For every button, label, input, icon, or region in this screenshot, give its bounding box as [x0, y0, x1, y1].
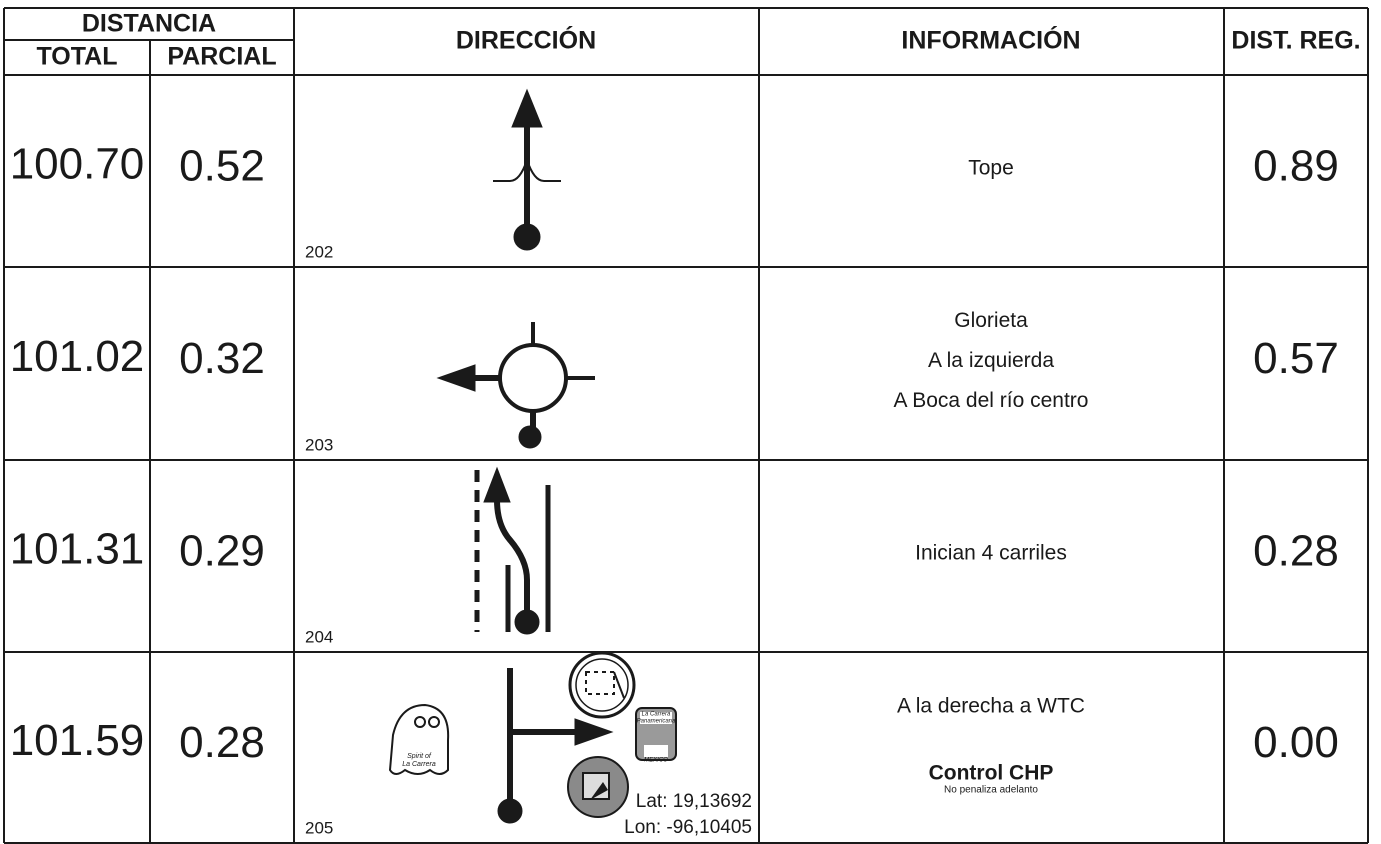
- total: 101.59: [10, 716, 145, 765]
- step-number: 203: [305, 435, 333, 454]
- logo-spirit-path: [388, 703, 450, 775]
- logo-text: MEXICO: [644, 758, 668, 764]
- latitude: Lat: 19,13692: [636, 791, 752, 812]
- icon-glorieta-circle: [518, 425, 542, 449]
- icon-tope: [493, 88, 561, 251]
- icon-glorieta: [436, 322, 595, 449]
- info-line: Inician 4 carriles: [915, 542, 1067, 565]
- logo-text: La Carrera: [642, 712, 671, 718]
- logo-checkered: [568, 651, 636, 719]
- icon-tope-polygon: [511, 88, 543, 128]
- control-note: No penaliza adelanto: [944, 785, 1038, 796]
- icon-derecha-circle: [497, 798, 523, 824]
- icon-tope-circle: [513, 223, 541, 251]
- info-line: A Boca del río centro: [894, 389, 1089, 412]
- parcial: 0.28: [179, 718, 265, 767]
- control: Control CHP: [929, 762, 1054, 785]
- logo-chp: [567, 756, 629, 818]
- step-number: 205: [305, 818, 333, 837]
- icon-glorieta-circle: [498, 343, 568, 413]
- parcial: 0.52: [179, 142, 265, 191]
- logo-checkered-line: [613, 671, 625, 699]
- logo-carrera-rect: [640, 712, 672, 724]
- info-line: Glorieta: [954, 309, 1028, 332]
- total: 101.31: [10, 525, 145, 574]
- logo-carrera-rect: [644, 745, 668, 757]
- icon-tope-path: [493, 156, 561, 182]
- logo-spirit-circle: [414, 716, 426, 728]
- longitude: Lon: -96,10405: [624, 817, 752, 838]
- icon-carriles-circle: [514, 609, 540, 635]
- info-line: Tope: [968, 157, 1014, 180]
- logo-spirit-circle: [428, 716, 440, 728]
- info-line: A la izquierda: [928, 349, 1054, 372]
- step-number: 202: [305, 242, 333, 261]
- icon-derecha: [497, 668, 614, 824]
- logo-carrera: [635, 707, 677, 761]
- icon-carriles: [474, 466, 551, 635]
- info-line: A la derecha a WTC: [897, 695, 1085, 718]
- icon-carriles-polygon: [483, 466, 511, 503]
- logo-checkered-circle: [575, 658, 629, 712]
- parcial: 0.29: [179, 527, 265, 576]
- header-total: TOTAL: [36, 43, 117, 71]
- logo-chp-path: [590, 782, 608, 800]
- icon-derecha-polygon: [574, 718, 614, 746]
- dist-reg: 0.89: [1253, 142, 1339, 191]
- header-dist-reg: DIST. REG.: [1231, 27, 1360, 55]
- icon-carriles-path: [494, 499, 530, 622]
- logo-text: La Carrera: [402, 761, 436, 768]
- header-direccion: DIRECCIÓN: [456, 25, 596, 55]
- logo-spirit: [388, 703, 450, 775]
- parcial: 0.32: [179, 334, 265, 383]
- logo-text: Panamericana: [637, 719, 676, 725]
- dist-reg: 0.00: [1253, 718, 1339, 767]
- logo-text: Spirit of: [407, 753, 432, 760]
- icon-glorieta-polygon: [436, 364, 476, 392]
- header-informacion: INFORMACIÓN: [901, 25, 1080, 55]
- logo-checkered-rect: [585, 671, 615, 695]
- dist-reg: 0.57: [1253, 334, 1339, 383]
- dist-reg: 0.28: [1253, 527, 1339, 576]
- header-distancia: DISTANCIA: [82, 10, 216, 38]
- step-number: 204: [305, 627, 333, 646]
- total: 100.70: [10, 140, 145, 189]
- table-grid: [3, 7, 1369, 844]
- total: 101.02: [10, 332, 145, 381]
- header-parcial: PARCIAL: [167, 43, 276, 71]
